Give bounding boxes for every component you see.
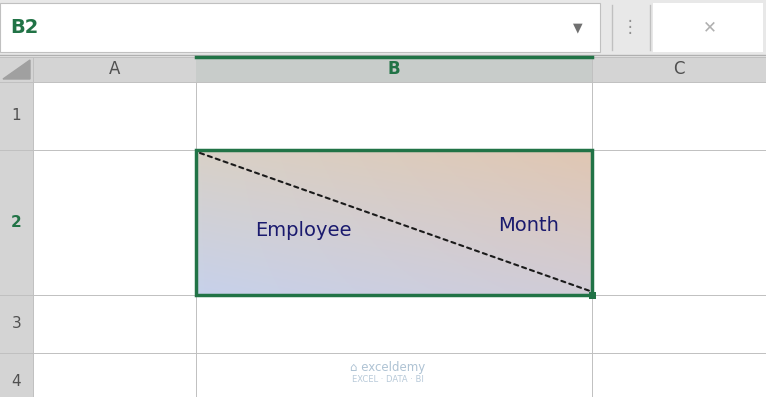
Text: 4: 4 [11, 374, 21, 389]
Bar [0, 57, 33, 397]
Text: B2: B2 [10, 18, 38, 37]
Text: Employee: Employee [254, 221, 351, 240]
Text: EXCEL · DATA · BI: EXCEL · DATA · BI [352, 376, 424, 385]
Text: 1: 1 [11, 108, 21, 123]
Bar [196, 57, 592, 82]
Bar [653, 3, 763, 52]
Text: Month: Month [498, 216, 559, 235]
Text: C: C [673, 60, 685, 79]
Text: A: A [109, 60, 120, 79]
Text: ▼: ▼ [573, 21, 583, 34]
Text: ⋮: ⋮ [622, 19, 638, 37]
Bar [0, 57, 766, 397]
Polygon shape [3, 60, 30, 79]
Bar [0, 0, 766, 55]
Text: 3: 3 [11, 316, 21, 331]
Bar [0, 3, 600, 52]
Bar [588, 291, 595, 299]
Bar [0, 57, 766, 82]
Text: ✕: ✕ [702, 19, 716, 37]
Text: B: B [388, 60, 401, 79]
Text: ⌂ exceldemy: ⌂ exceldemy [350, 362, 426, 374]
Bar [196, 150, 592, 295]
Text: 2: 2 [11, 215, 22, 230]
